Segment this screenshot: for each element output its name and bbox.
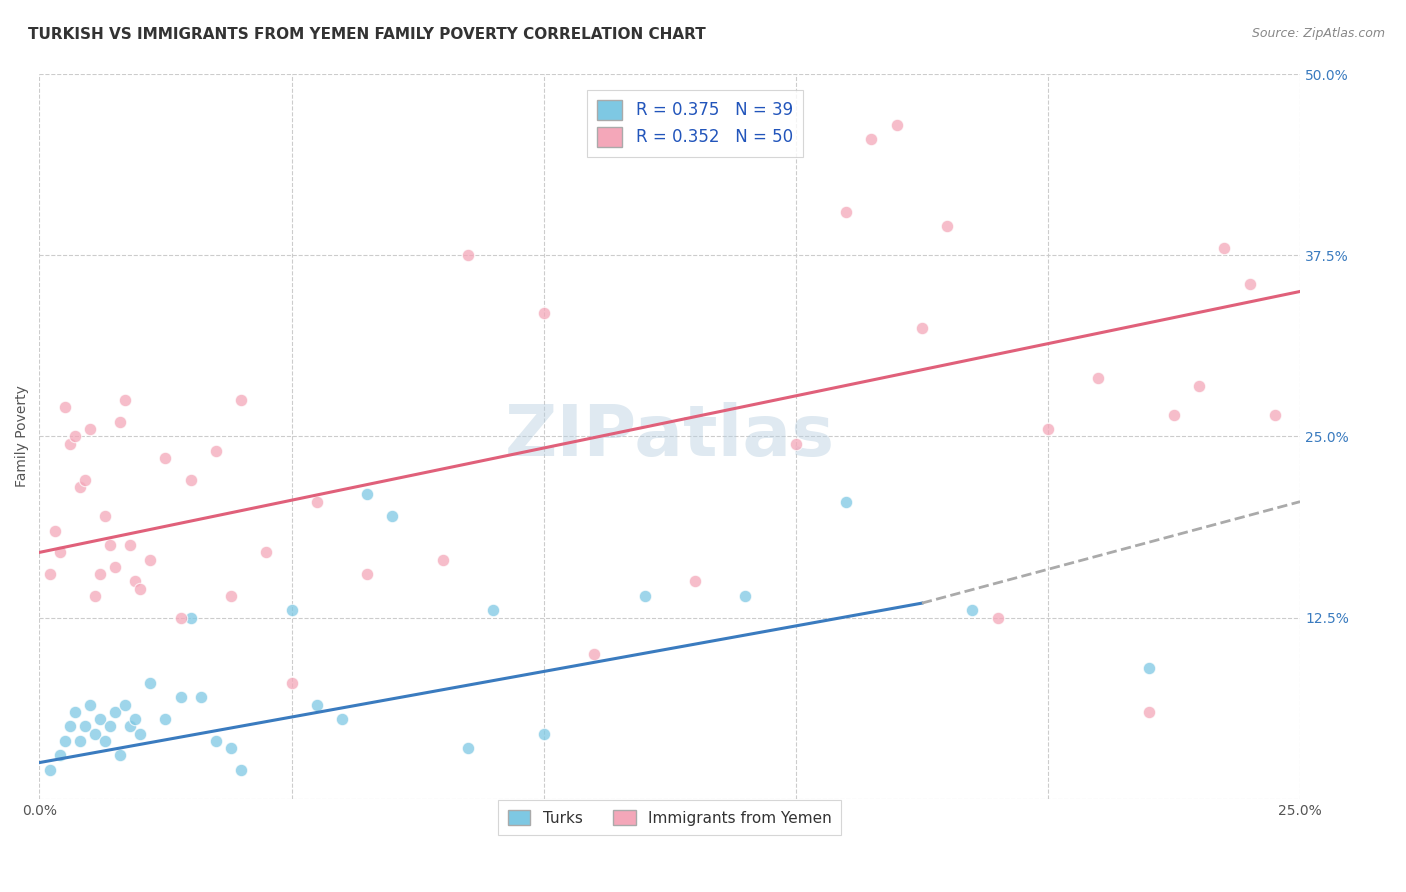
Point — [482, 603, 505, 617]
Point — [1239, 277, 1261, 292]
Point — [533, 306, 555, 320]
Point — [860, 132, 883, 146]
Point — [104, 705, 127, 719]
Point — [48, 545, 70, 559]
Point — [89, 567, 111, 582]
Point — [205, 734, 228, 748]
Point — [73, 719, 96, 733]
Point — [129, 726, 152, 740]
Point — [229, 393, 252, 408]
Point — [120, 719, 142, 733]
Point — [69, 480, 91, 494]
Point — [124, 712, 146, 726]
Point — [38, 567, 60, 582]
Point — [63, 705, 86, 719]
Point — [432, 552, 454, 566]
Point — [381, 509, 404, 524]
Point — [94, 509, 117, 524]
Point — [1213, 241, 1236, 255]
Point — [305, 494, 328, 508]
Point — [53, 401, 76, 415]
Legend: Turks, Immigrants from Yemen: Turks, Immigrants from Yemen — [498, 800, 841, 835]
Point — [835, 204, 858, 219]
Point — [633, 589, 655, 603]
Point — [330, 712, 353, 726]
Point — [114, 698, 136, 712]
Point — [936, 219, 959, 234]
Point — [911, 320, 934, 334]
Point — [219, 741, 242, 756]
Point — [63, 429, 86, 443]
Point — [98, 538, 121, 552]
Point — [785, 436, 807, 450]
Point — [305, 698, 328, 712]
Point — [104, 560, 127, 574]
Point — [124, 574, 146, 589]
Point — [139, 552, 162, 566]
Point — [83, 726, 105, 740]
Point — [1188, 378, 1211, 392]
Point — [120, 538, 142, 552]
Point — [835, 494, 858, 508]
Text: Source: ZipAtlas.com: Source: ZipAtlas.com — [1251, 27, 1385, 40]
Point — [457, 248, 479, 262]
Point — [1264, 408, 1286, 422]
Y-axis label: Family Poverty: Family Poverty — [15, 385, 30, 487]
Point — [79, 698, 101, 712]
Text: ZIPatlas: ZIPatlas — [505, 402, 835, 471]
Point — [457, 741, 479, 756]
Point — [219, 589, 242, 603]
Point — [734, 589, 756, 603]
Point — [683, 574, 706, 589]
Point — [986, 610, 1008, 624]
Point — [89, 712, 111, 726]
Point — [38, 763, 60, 777]
Point — [83, 589, 105, 603]
Point — [180, 473, 202, 487]
Point — [69, 734, 91, 748]
Point — [108, 415, 131, 429]
Point — [280, 603, 302, 617]
Point — [533, 726, 555, 740]
Point — [44, 524, 66, 538]
Point — [1137, 705, 1160, 719]
Point — [108, 748, 131, 763]
Point — [155, 712, 177, 726]
Point — [53, 734, 76, 748]
Point — [155, 451, 177, 466]
Point — [356, 567, 378, 582]
Point — [48, 748, 70, 763]
Point — [94, 734, 117, 748]
Point — [139, 676, 162, 690]
Point — [1163, 408, 1185, 422]
Point — [1087, 371, 1109, 385]
Point — [254, 545, 277, 559]
Point — [886, 118, 908, 132]
Point — [114, 393, 136, 408]
Point — [73, 473, 96, 487]
Text: TURKISH VS IMMIGRANTS FROM YEMEN FAMILY POVERTY CORRELATION CHART: TURKISH VS IMMIGRANTS FROM YEMEN FAMILY … — [28, 27, 706, 42]
Point — [229, 763, 252, 777]
Point — [98, 719, 121, 733]
Point — [169, 690, 191, 705]
Point — [583, 647, 606, 661]
Point — [129, 582, 152, 596]
Point — [1137, 661, 1160, 675]
Point — [169, 610, 191, 624]
Point — [280, 676, 302, 690]
Point — [1036, 422, 1059, 436]
Point — [205, 444, 228, 458]
Point — [180, 610, 202, 624]
Point — [59, 719, 82, 733]
Point — [190, 690, 212, 705]
Point — [356, 487, 378, 501]
Point — [59, 436, 82, 450]
Point — [962, 603, 984, 617]
Point — [79, 422, 101, 436]
